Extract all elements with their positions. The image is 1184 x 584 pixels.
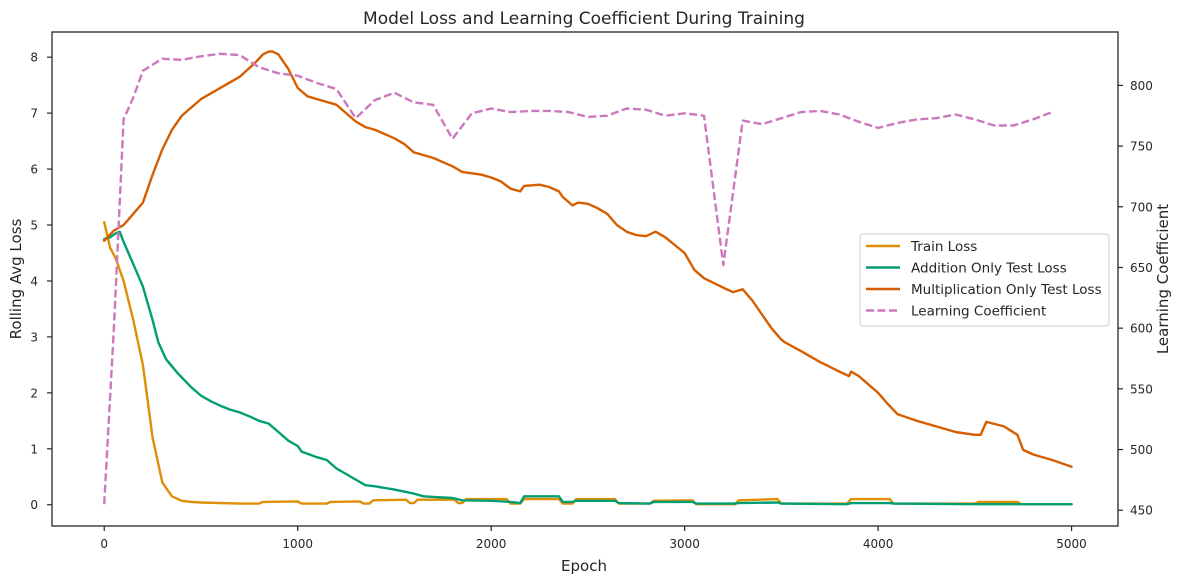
y-right-tick-label: 750: [1130, 140, 1153, 154]
y-right-tick-label: 600: [1130, 322, 1153, 336]
x-tick-label: 1000: [282, 537, 313, 551]
legend-label: Learning Coefficient: [911, 304, 1046, 320]
legend-label: Multiplication Only Test Loss: [911, 282, 1102, 298]
plot-frame: [51, 31, 1119, 527]
legend-label: Addition Only Test Loss: [911, 261, 1067, 277]
y-right-tick-label: 800: [1130, 79, 1153, 93]
y-left-tick-label: 7: [30, 107, 38, 121]
y-left-tick-label: 8: [30, 51, 38, 65]
series-line-0: [102, 220, 1073, 506]
x-tick-label: 5000: [1056, 537, 1087, 551]
y-right-tick-label: 450: [1130, 504, 1153, 518]
x-tick-label: 3000: [669, 537, 700, 551]
y-right-tick-label: 650: [1130, 261, 1153, 275]
series-line-1: [102, 230, 1073, 506]
y-left-tick-label: 0: [30, 498, 38, 512]
y-right-tick-label: 700: [1130, 200, 1153, 214]
y-right-tick-label: 500: [1130, 443, 1153, 457]
y-left-tick-label: 4: [30, 274, 38, 288]
axis-layer: 0 1000 2000 3000 4000 5000 0 1 2 3 4 5 6 7 8 450 500 550 6…: [30, 51, 1153, 551]
series-line-3: [103, 52, 1053, 505]
series-layer: [102, 50, 1073, 506]
y-axis-right-label: Learning Coefficient: [1154, 204, 1172, 354]
x-axis-label: Epoch: [561, 557, 607, 575]
y-left-tick-label: 2: [30, 386, 38, 400]
y-right-tick-label: 550: [1130, 382, 1153, 396]
chart-title: Model Loss and Learning Coefficient Duri…: [363, 9, 805, 29]
y-left-tick-label: 6: [30, 163, 38, 177]
x-tick-label: 4000: [863, 537, 894, 551]
legend-frame: [859, 233, 1110, 327]
x-tick-label: 0: [100, 537, 108, 551]
x-tick-label: 2000: [476, 537, 507, 551]
series-line-2: [102, 50, 1073, 468]
legend: Train Loss Addition Only Test Loss Multipl…: [859, 233, 1110, 327]
y-left-tick-label: 5: [30, 219, 38, 233]
y-axis-left-label: Rolling Avg Loss: [7, 218, 25, 339]
y-left-tick-label: 3: [30, 330, 38, 344]
y-left-tick-label: 1: [30, 442, 38, 456]
legend-label: Train Loss: [910, 239, 977, 255]
